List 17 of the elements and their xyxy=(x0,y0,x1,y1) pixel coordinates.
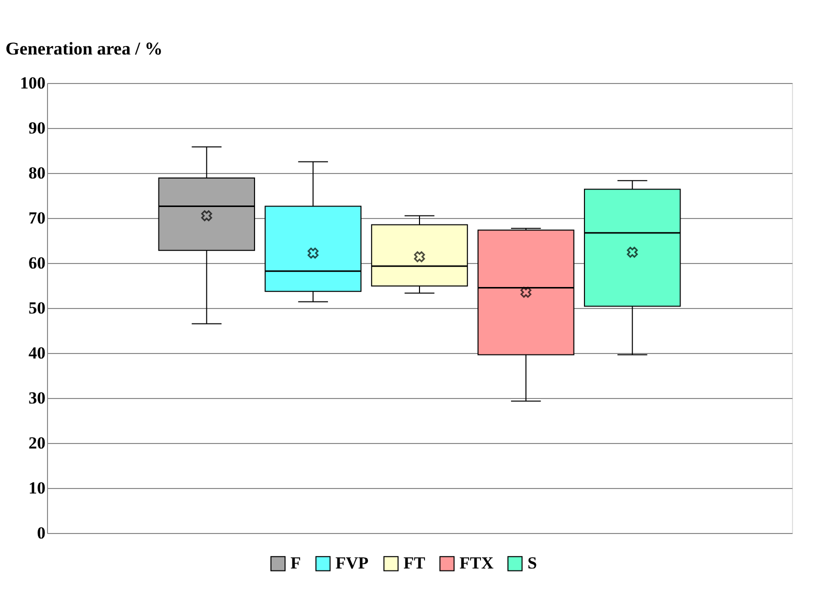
legend-label: FTX xyxy=(460,554,494,573)
y-tick-label: 40 xyxy=(28,344,46,362)
y-tick-label: 90 xyxy=(28,118,46,138)
y-axis-title: Generation area / % xyxy=(6,38,163,58)
y-tick-label: 0 xyxy=(37,524,46,542)
y-tick-label: 50 xyxy=(28,298,46,318)
legend-label: FT xyxy=(404,554,426,573)
y-tick-label: 10 xyxy=(28,478,46,498)
y-tick-label: 30 xyxy=(28,388,46,408)
y-tick-label: 60 xyxy=(28,254,46,272)
legend-label: FVP xyxy=(336,554,369,573)
legend-label: S xyxy=(528,554,537,573)
y-tick-label: 20 xyxy=(28,434,46,452)
y-tick-label: 80 xyxy=(28,164,46,182)
y-tick-label: 70 xyxy=(28,208,46,228)
legend-label: F xyxy=(290,554,301,573)
y-tick-label: 100 xyxy=(20,74,46,92)
